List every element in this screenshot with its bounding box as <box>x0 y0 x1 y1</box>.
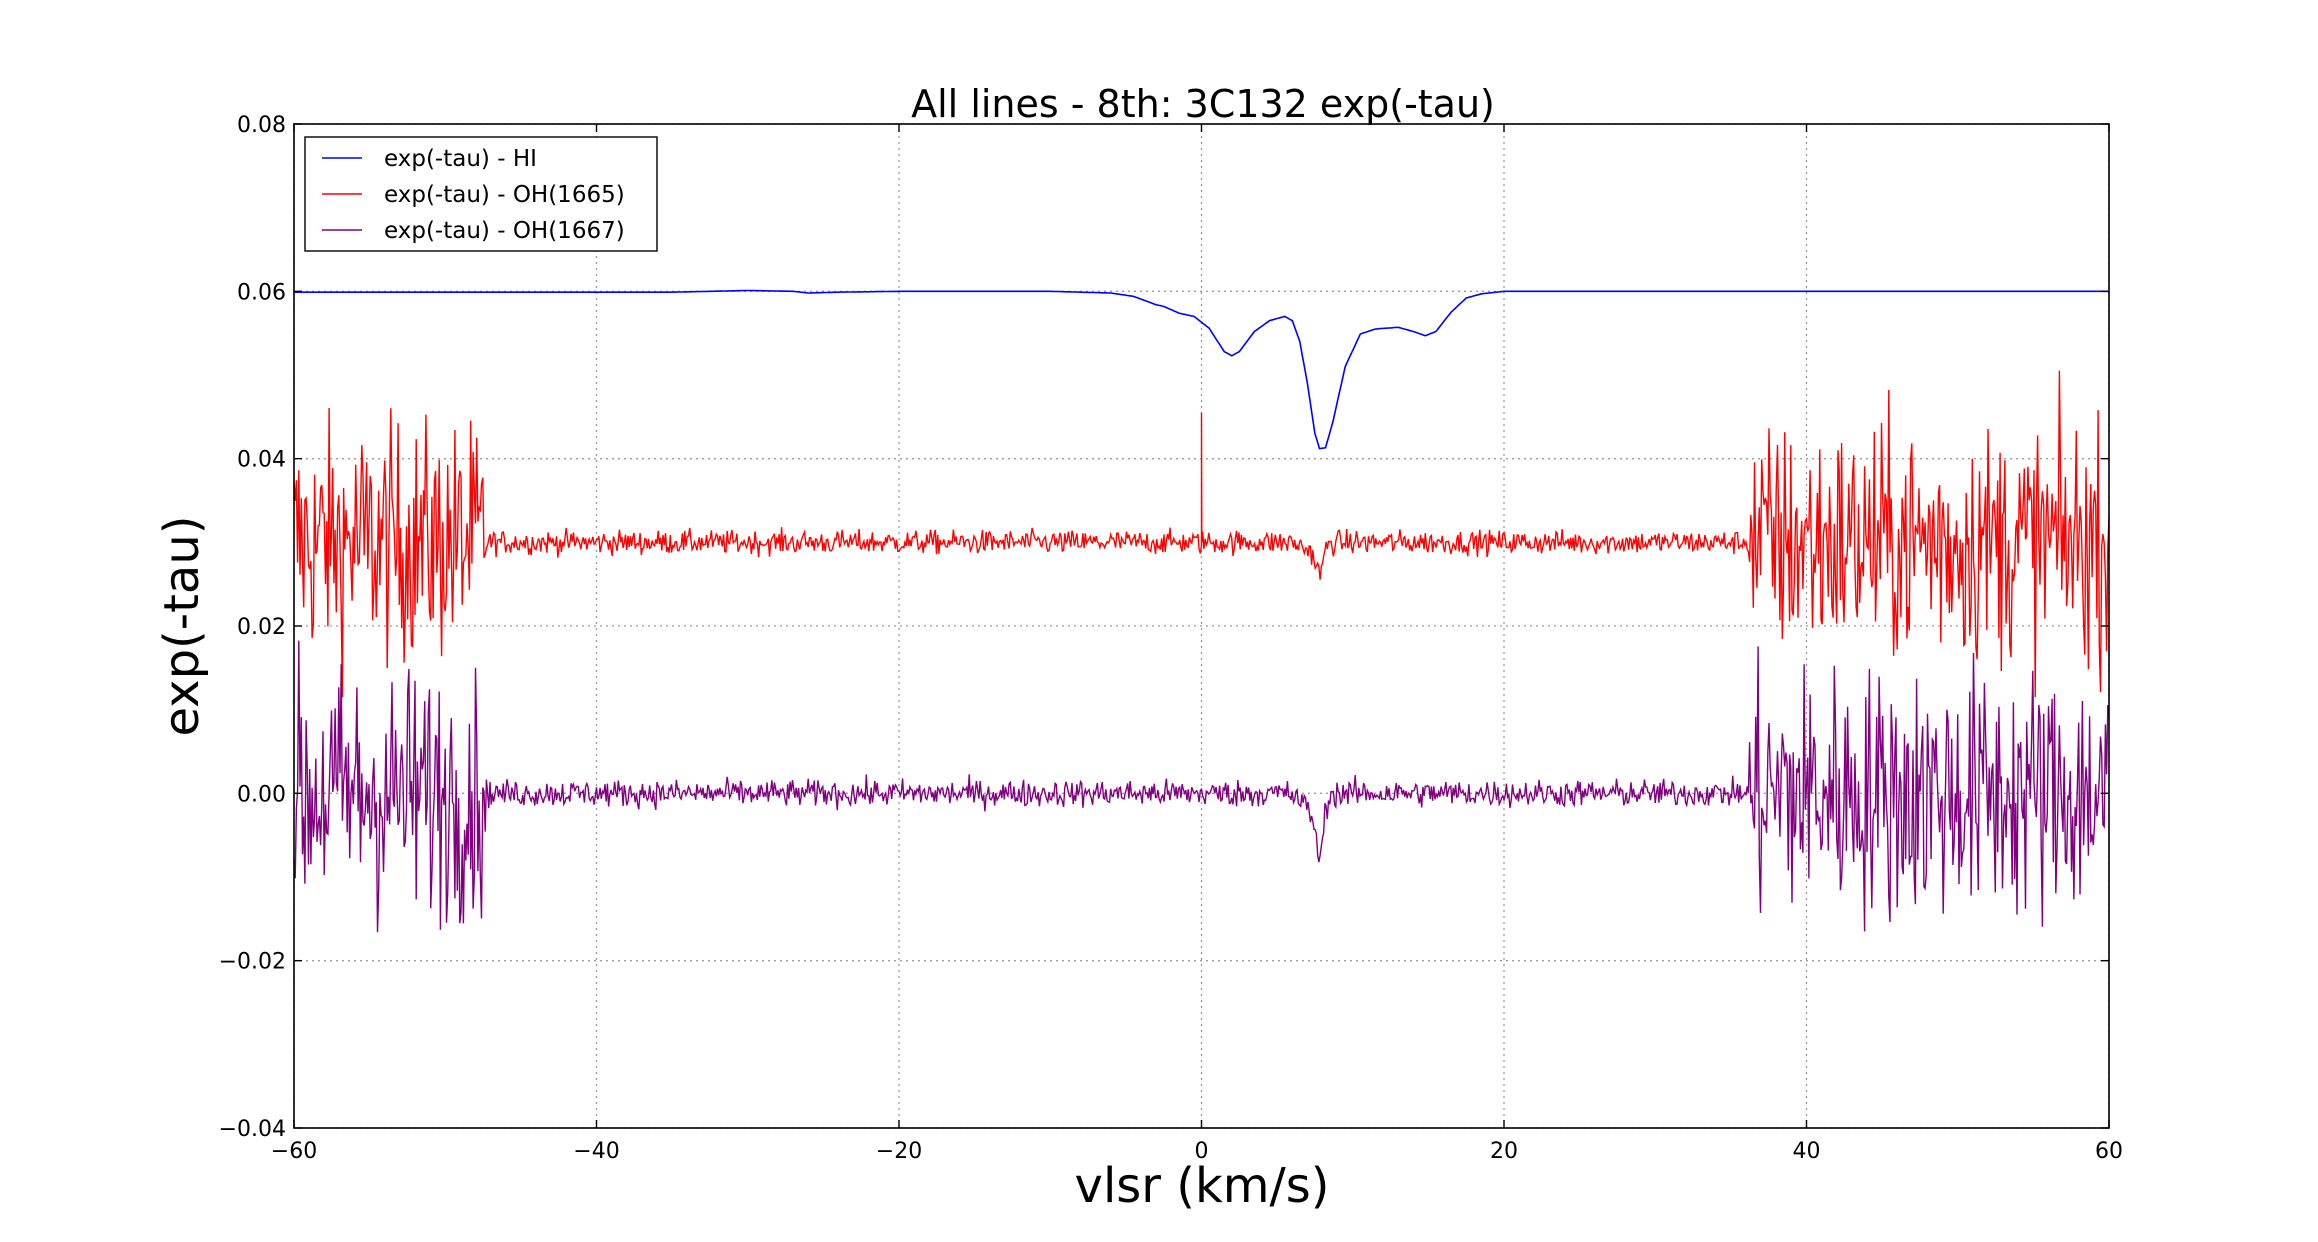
legend-label: exp(-tau) - HI <box>384 146 537 172</box>
legend: exp(-tau) - HI exp(-tau) - OH(1665) exp(-t… <box>304 136 658 252</box>
x-tick-label: 40 <box>1793 1139 1821 1164</box>
y-tick-label: −0.04 <box>219 1117 286 1142</box>
legend-label: exp(-tau) - OH(1667) <box>384 218 625 244</box>
chart-title: All lines - 8th: 3C132 exp(-tau) <box>911 82 1495 126</box>
legend-box <box>304 136 658 252</box>
y-tick-label: 0.04 <box>237 448 286 473</box>
x-tick-label: 0 <box>1195 1139 1209 1164</box>
y-tick-label: 0.06 <box>237 280 286 305</box>
series-line-oh1665 <box>293 370 2110 698</box>
y-tick-label: 0.02 <box>237 615 286 640</box>
x-axis-label: vlsr (km/s) <box>1075 1158 1330 1214</box>
legend-label: exp(-tau) - OH(1665) <box>384 182 625 208</box>
grid <box>293 123 2110 1129</box>
x-tick-label: −20 <box>876 1139 922 1164</box>
y-axis-label: exp(-tau) <box>154 516 210 737</box>
x-tick-label: −60 <box>271 1139 317 1164</box>
series-line-hi <box>294 289 2109 450</box>
series-line-oh1667 <box>293 640 2110 933</box>
x-tick-label: 20 <box>1490 1139 1518 1164</box>
ticks: −60 −40 −20 0 20 40 60 −0.04 −0.02 0.00 0.02 0.04 0.… <box>219 113 2123 1164</box>
series-layer <box>293 289 2110 933</box>
y-tick-label: 0.08 <box>237 113 286 138</box>
x-tick-label: −40 <box>573 1139 619 1164</box>
y-tick-label: 0.00 <box>237 782 286 807</box>
y-tick-label: −0.02 <box>219 950 286 975</box>
x-tick-label: 60 <box>2095 1139 2123 1164</box>
